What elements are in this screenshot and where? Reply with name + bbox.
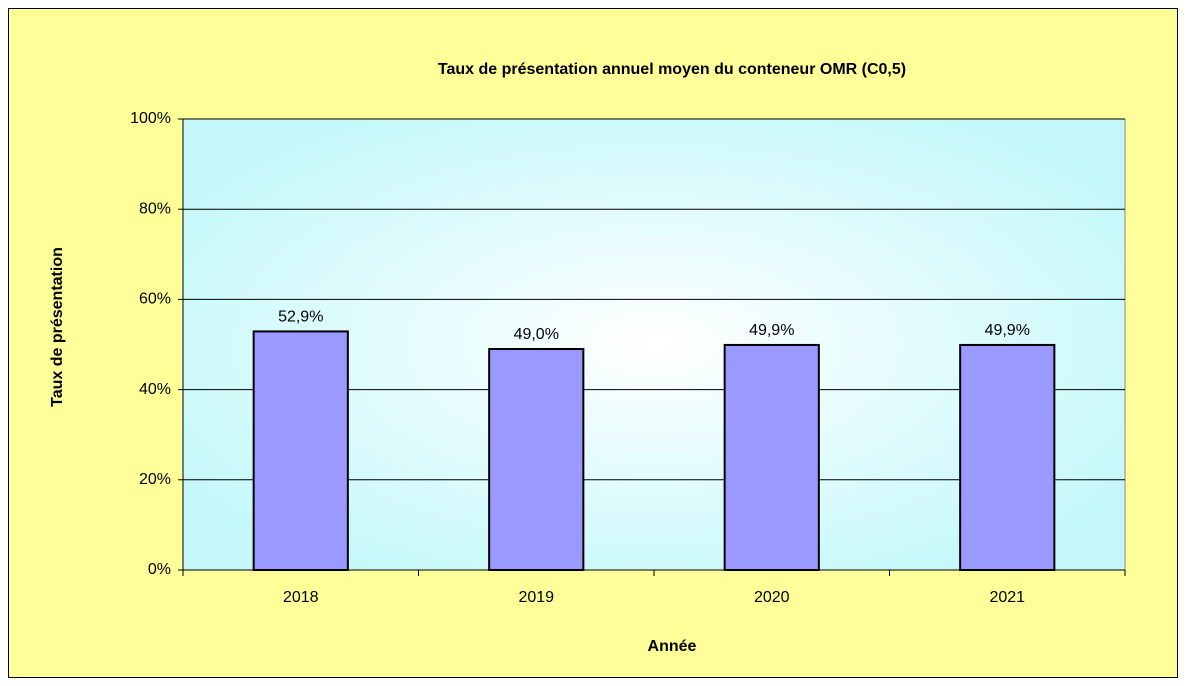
bar	[252, 330, 349, 571]
bar	[488, 348, 585, 572]
data-label: 49,9%	[749, 322, 794, 339]
y-tick-label: 20%	[139, 471, 171, 488]
x-tick-label: 2021	[989, 589, 1025, 606]
y-tick-label: 100%	[130, 110, 171, 127]
y-tick-label: 40%	[139, 381, 171, 398]
bar	[959, 343, 1056, 571]
y-tick-label: 80%	[139, 200, 171, 217]
y-tick-label: 60%	[139, 291, 171, 308]
bar	[723, 343, 820, 571]
x-tick-label: 2019	[518, 589, 554, 606]
data-label: 49,0%	[514, 326, 559, 343]
chart-title: Taux de présentation annuel moyen du con…	[438, 61, 906, 78]
y-tick-label: 0%	[148, 561, 171, 578]
x-axis-label: Année	[648, 638, 697, 655]
x-tick-label: 2020	[754, 589, 790, 606]
data-label: 49,9%	[985, 322, 1030, 339]
x-tick-label: 2018	[283, 589, 319, 606]
y-axis-label: Taux de présentation	[49, 247, 66, 407]
data-label: 52,9%	[278, 309, 323, 326]
